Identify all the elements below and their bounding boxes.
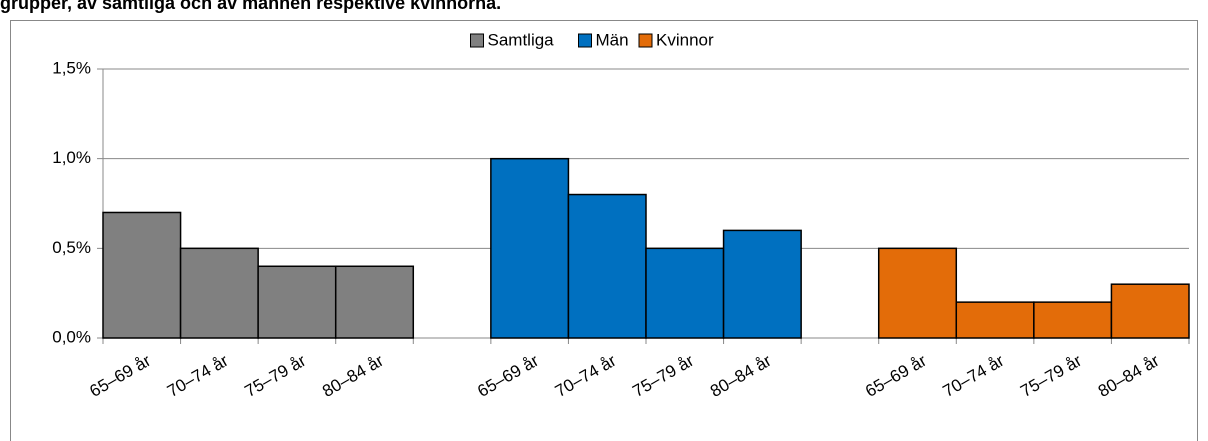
y-tick-label: 0,5% xyxy=(52,238,91,257)
x-tick-label: 70–74 år xyxy=(940,351,1008,401)
bar xyxy=(490,157,570,339)
bar xyxy=(179,247,259,339)
x-tick-label: 65–69 år xyxy=(474,351,542,401)
chart-title: grupper, av samtliga och av männen respe… xyxy=(0,0,501,13)
bar xyxy=(1033,301,1113,339)
x-tick-label: 65–69 år xyxy=(86,351,154,401)
bar xyxy=(877,247,958,339)
bar xyxy=(1110,283,1190,339)
x-tick-label: 70–74 år xyxy=(552,351,620,401)
legend-label: Kvinnor xyxy=(656,30,714,49)
x-tick-label: 70–74 år xyxy=(164,351,232,401)
x-tick-label: 80–84 år xyxy=(1095,351,1163,401)
x-tick-label: 75–79 år xyxy=(242,351,310,401)
x-tick-label: 75–79 år xyxy=(629,351,697,401)
x-tick-label: 65–69 år xyxy=(862,351,930,401)
legend-swatch xyxy=(578,33,592,48)
bar xyxy=(102,211,182,339)
y-tick-label: 1,0% xyxy=(52,148,91,167)
y-tick-label: 1,5% xyxy=(52,58,91,77)
legend-swatch xyxy=(470,33,484,48)
x-tick-label: 75–79 år xyxy=(1017,351,1085,401)
bar xyxy=(645,247,725,339)
bar xyxy=(567,193,647,339)
bar xyxy=(722,229,802,339)
bar xyxy=(334,265,415,339)
legend-label: Samtliga xyxy=(488,30,555,49)
chart-border xyxy=(10,20,1198,441)
bar xyxy=(955,301,1035,339)
legend-swatch xyxy=(638,33,653,48)
x-tick-label: 80–84 år xyxy=(707,351,775,401)
y-tick-label: 0,0% xyxy=(52,327,91,346)
legend-label: Män xyxy=(596,30,629,49)
bar xyxy=(257,265,337,339)
x-tick-label: 80–84 år xyxy=(319,351,387,401)
